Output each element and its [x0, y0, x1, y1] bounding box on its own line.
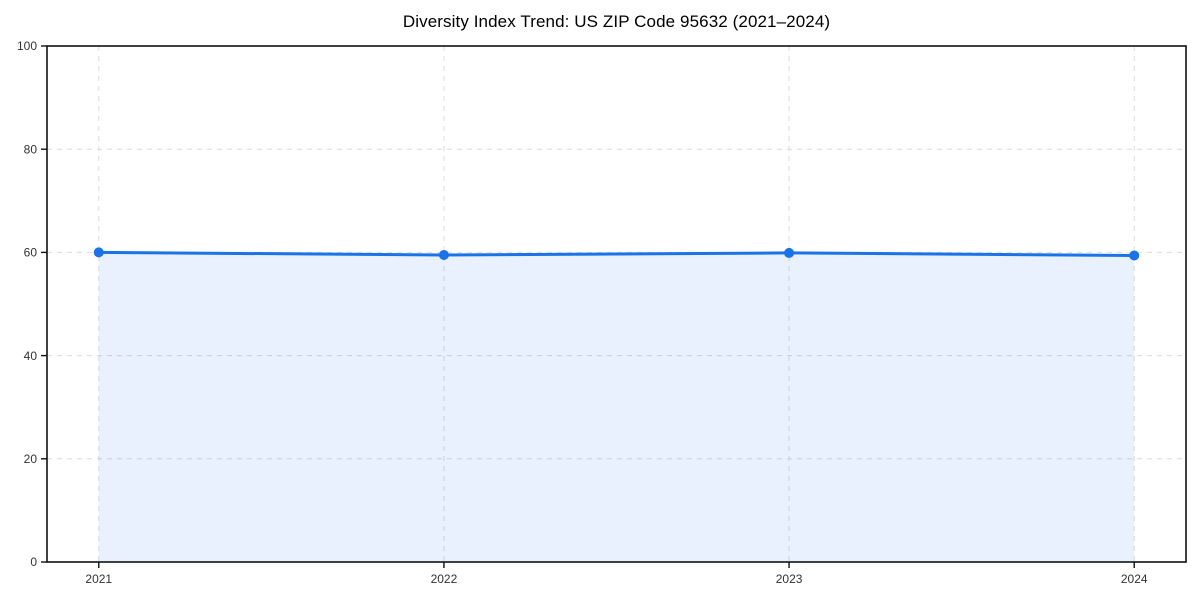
- x-tick-label-2023: 2023: [776, 572, 803, 586]
- data-point-2024: [1129, 250, 1140, 261]
- y-tick-label-0: 0: [30, 555, 37, 569]
- y-tick-label-80: 80: [24, 142, 38, 156]
- x-tick-label-2022: 2022: [431, 572, 458, 586]
- x-tick-label-2021: 2021: [85, 572, 112, 586]
- trend-line: [97, 250, 1136, 257]
- x-tick-label-2024: 2024: [1121, 572, 1148, 586]
- y-tick-label-60: 60: [24, 246, 38, 260]
- data-point-2021: [93, 247, 104, 258]
- data-point-2022: [438, 249, 449, 260]
- y-tick-label-40: 40: [24, 349, 38, 363]
- plot-frame: [46, 45, 1187, 563]
- data-point-2023: [784, 247, 795, 258]
- y-tick-label-100: 100: [17, 39, 37, 53]
- area-fill: [98, 252, 1135, 562]
- y-tick-label-20: 20: [24, 452, 38, 466]
- chart-title: Diversity Index Trend: US ZIP Code 95632…: [402, 12, 831, 31]
